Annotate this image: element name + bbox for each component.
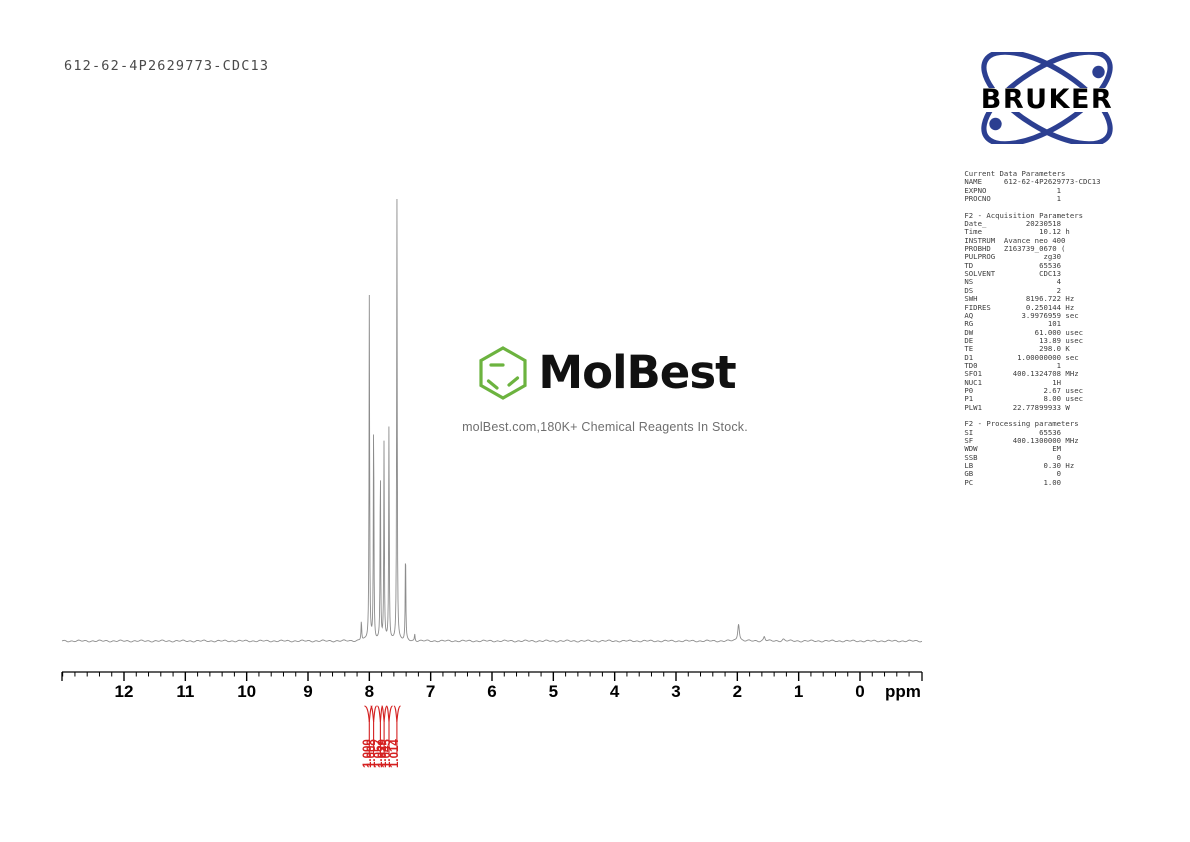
param-row: GB 0 xyxy=(960,469,1062,479)
param-row: SSB 0 xyxy=(960,452,1062,462)
integral-value-label: 1.029 xyxy=(376,739,389,768)
param-row: WDW EM xyxy=(960,444,1062,454)
axis-tick-label: 0 xyxy=(855,682,865,701)
integral-curve xyxy=(370,705,375,757)
axis-tick-label: 11 xyxy=(176,682,195,701)
param-row: RG 101 xyxy=(960,319,1062,329)
param-row: INSTRUM Avance neo 400 xyxy=(960,235,1066,245)
integral-curve xyxy=(364,705,370,757)
integral-value-label: 1.045 xyxy=(381,739,394,768)
hexagon-logo-icon xyxy=(479,346,527,400)
param-row: PC 1.00 xyxy=(960,477,1062,487)
integral-curve xyxy=(368,705,373,723)
axis-tick-label: 9 xyxy=(303,682,313,701)
axis-tick-label: 12 xyxy=(114,682,134,701)
param-row: P0 2.67 usec xyxy=(960,385,1084,395)
page-title: 612-62-4P2629773-CDC13 xyxy=(64,58,270,74)
integral-curve xyxy=(386,705,390,757)
integral-value-label: 1.014 xyxy=(389,739,402,768)
param-row: DW 61.000 usec xyxy=(960,327,1084,337)
param-row: EXPNO 1 xyxy=(960,185,1062,195)
param-row: NS 4 xyxy=(960,277,1062,287)
param-row: Date_ 20230518 xyxy=(960,219,1062,229)
param-section-heading: F2 - Acquisition Parameters xyxy=(960,210,1084,220)
integral-curve xyxy=(396,705,401,723)
axis-tick-label: 7 xyxy=(425,682,436,701)
param-row: TD 65536 xyxy=(960,260,1062,270)
axis-unit-label: ppm xyxy=(885,682,921,701)
bruker-logo: BRUKER xyxy=(952,49,1142,147)
param-row: TD0 1 xyxy=(960,360,1062,370)
integral-curve xyxy=(381,705,385,757)
param-row: D1 1.00000000 sec xyxy=(960,352,1079,362)
integral-curve xyxy=(377,705,381,757)
param-row: PULPROG zg30 xyxy=(960,252,1062,262)
param-section-heading: Current Data Parameters xyxy=(960,169,1066,178)
watermark-wordmark: MolBest xyxy=(538,346,736,399)
param-row: SI 65536 xyxy=(960,427,1062,437)
param-row: SOLVENT CDC13 xyxy=(960,269,1062,279)
watermark: MolBest molBest.com,180K+ Chemical Reage… xyxy=(440,344,770,434)
param-row: PROCNO 1 xyxy=(960,194,1062,204)
axis-ruler xyxy=(61,671,923,681)
axis-tick-label: 1 xyxy=(793,682,804,701)
axis-tick-label: 8 xyxy=(364,682,375,701)
integral-value-label: 1.057 xyxy=(372,739,385,768)
param-row: NAME 612-62-4P2629773-CDC13 xyxy=(960,177,1101,187)
integral-curve xyxy=(373,705,377,723)
integral-value-label: 1.000 xyxy=(361,739,374,768)
integral-curve xyxy=(379,705,384,723)
acquisition-parameters-block: Current Data Parameters NAME 612-62-4P26… xyxy=(960,169,1160,487)
param-row: AQ 3.9976959 sec xyxy=(960,310,1079,320)
integral-value-label: 1.008 xyxy=(366,739,379,768)
axis-tick-label: 6 xyxy=(487,682,497,701)
axis-tick-label: 3 xyxy=(671,682,681,701)
param-row: TE 298.0 K xyxy=(960,344,1070,354)
param-row: LB 0.30 Hz xyxy=(960,461,1075,471)
axis-tick-label: 10 xyxy=(237,682,257,701)
integral-curve xyxy=(383,705,388,723)
param-section-heading: F2 - Processing parameters xyxy=(960,419,1079,429)
param-row: FIDRES 0.250144 Hz xyxy=(960,302,1075,312)
watermark-tagline: molBest.com,180K+ Chemical Reagents In S… xyxy=(462,420,748,434)
param-row: NUC1 1H xyxy=(960,377,1062,387)
param-row: DS 2 xyxy=(960,285,1062,295)
param-row: DE 13.89 usec xyxy=(960,335,1084,345)
param-row: PROBHD Z163739_0670 ( xyxy=(960,244,1066,254)
axis-tick-label: 4 xyxy=(609,682,620,701)
param-row: SWH 8196.722 Hz xyxy=(960,294,1075,304)
param-row: SFO1 400.1324708 MHz xyxy=(960,369,1079,379)
axis-tick-label: 2 xyxy=(732,682,743,701)
param-row: Time 10.12 h xyxy=(960,227,1070,237)
param-row: P1 8.00 usec xyxy=(960,394,1084,404)
integral-curve xyxy=(393,705,398,757)
bruker-wordmark: BRUKER xyxy=(981,84,1113,115)
axis-tick-label: 5 xyxy=(548,682,559,701)
watermark-mark: MolBest xyxy=(440,344,770,402)
param-row: PLW1 22.77899933 W xyxy=(960,402,1070,412)
integral-curve xyxy=(388,705,393,723)
param-row: SF 400.1300000 MHz xyxy=(960,436,1079,445)
bruker-logo-icon: BRUKER xyxy=(970,49,1124,147)
